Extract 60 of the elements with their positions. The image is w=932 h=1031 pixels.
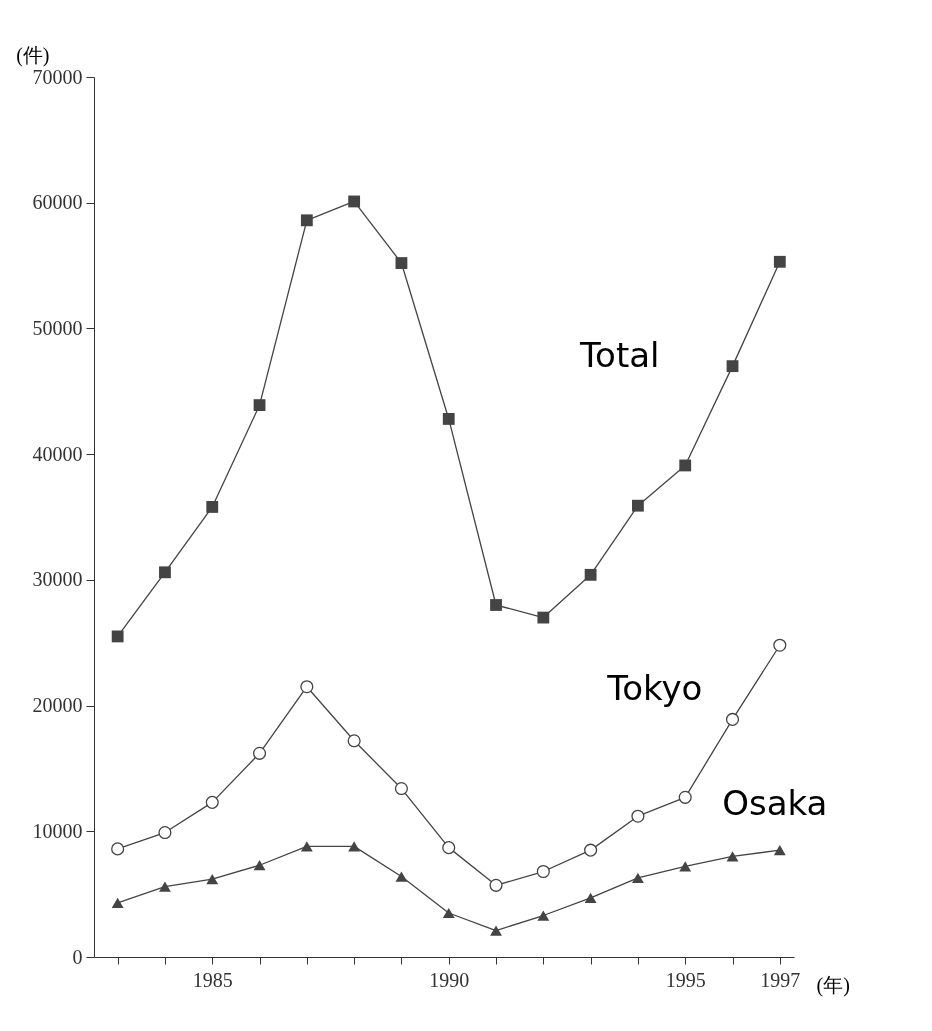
y-tick-label: 50000 [32,316,83,339]
point [394,781,408,796]
point [726,851,739,862]
point [537,611,550,624]
point [159,566,171,579]
point [679,861,692,872]
point [725,712,740,726]
point [679,459,692,472]
point [584,892,597,904]
point [300,214,313,227]
point [442,413,455,425]
point [537,910,550,921]
point [300,680,314,694]
point [442,841,456,855]
series-label: Total [579,334,660,375]
point [300,841,313,852]
point [584,843,598,857]
point [395,257,408,269]
point [678,790,692,804]
x-tick-label: 1995 [665,968,706,991]
point [773,638,787,652]
point [205,795,219,809]
point [632,872,644,883]
y-tick-label: 0 [72,945,83,968]
x-tick-label: 1990 [429,968,470,991]
point [252,746,267,760]
point [773,255,786,268]
point [395,871,408,882]
point [253,860,266,871]
point [159,881,171,892]
y-tick-label: 10000 [32,819,83,842]
point [584,568,597,581]
x-tick-label: 1985 [192,968,233,991]
point [631,809,645,823]
point [536,864,550,879]
point [490,599,502,611]
x-tick-label: 1997 [760,968,801,991]
point [348,195,361,208]
point [442,907,455,919]
point [773,845,786,856]
y-axis-title: (件) [16,43,50,67]
point [158,825,172,840]
x-axis-title: (年) [816,973,850,997]
y-tick-label: 40000 [32,442,83,465]
point [489,878,503,892]
series-label: Osaka [722,783,828,824]
point [347,734,361,748]
point [253,399,266,412]
point [111,630,124,643]
point [206,501,219,513]
series-label: Tokyo [606,668,703,709]
point [111,842,125,856]
point [632,499,644,512]
y-tick-label: 30000 [32,568,83,591]
point [726,360,739,373]
point [111,897,124,909]
y-tick-label: 60000 [32,191,83,214]
y-tick-label: 20000 [32,694,83,717]
point [490,925,502,936]
point [206,873,219,885]
